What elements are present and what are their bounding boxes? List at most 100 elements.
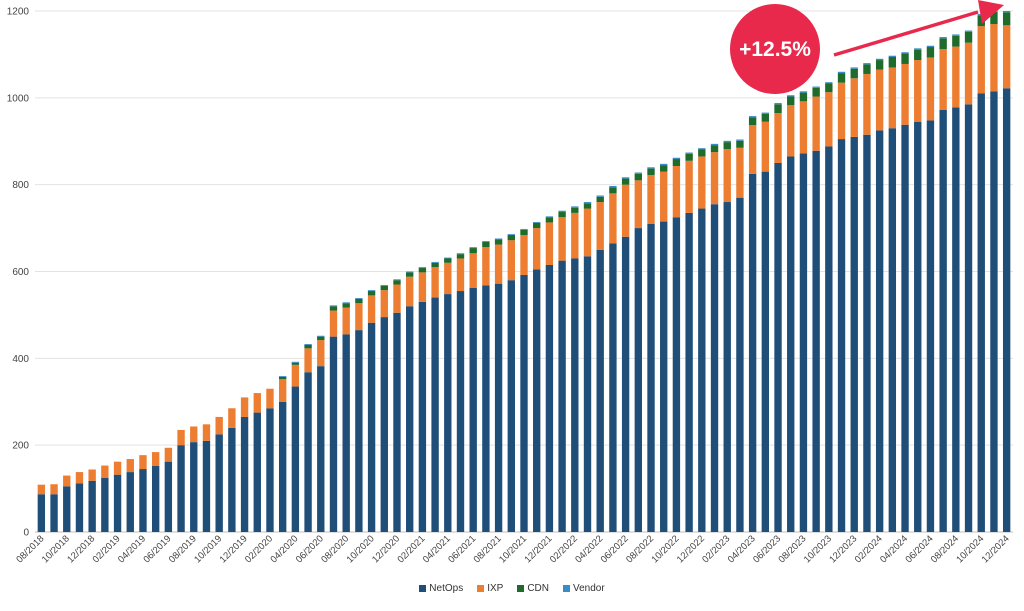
bar-vendor	[355, 297, 363, 299]
bar-vendor	[825, 82, 833, 84]
legend-label: NetOps	[429, 583, 464, 594]
legend-item-cdn: CDN	[517, 583, 549, 594]
bar-ixp	[596, 202, 604, 250]
bar-ixp	[520, 235, 528, 275]
bar-netops	[825, 146, 833, 532]
bar-ixp	[240, 397, 249, 417]
bar-cdn	[406, 272, 414, 277]
bar-cdn	[914, 49, 922, 61]
bar-cdn	[367, 291, 376, 296]
bar-vendor	[507, 234, 515, 236]
bar-cdn	[748, 117, 757, 126]
bar-ixp	[545, 222, 554, 265]
bar-cdn	[329, 306, 338, 311]
bar-cdn	[660, 165, 668, 172]
bar-netops	[444, 294, 452, 532]
bar-ixp	[672, 166, 681, 218]
bar-vendor	[1002, 11, 1011, 13]
bar-netops	[914, 121, 922, 533]
bar-cdn	[926, 47, 935, 58]
bar-cdn	[609, 187, 617, 194]
bar-ixp	[812, 96, 820, 151]
bar-netops	[431, 297, 439, 532]
bar-netops	[812, 150, 820, 533]
bar-ixp	[507, 240, 515, 281]
bar-cdn	[482, 241, 490, 248]
bar-ixp	[634, 180, 642, 229]
bar-ixp	[977, 26, 985, 94]
bar-ixp	[723, 149, 731, 203]
bar-cdn	[977, 15, 985, 27]
bar-ixp	[698, 156, 706, 209]
bar-netops	[964, 104, 973, 532]
bar-netops	[164, 461, 173, 532]
bar-ixp	[825, 92, 833, 147]
bar-netops	[571, 258, 579, 532]
legend-swatch	[517, 585, 525, 592]
bar-cdn	[901, 53, 909, 64]
bar-vendor	[837, 71, 846, 74]
bar-vendor	[278, 376, 287, 377]
bar-vendor	[888, 55, 897, 58]
bar-netops	[609, 243, 617, 532]
bar-ixp	[164, 447, 173, 462]
bar-netops	[748, 173, 757, 532]
bar-ixp	[990, 24, 998, 92]
bar-netops	[113, 474, 122, 532]
bar-vendor	[621, 177, 630, 179]
bar-ixp	[431, 267, 439, 298]
chart-legend: NetOps IXP CDN Vendor	[0, 583, 1024, 594]
bar-netops	[482, 285, 490, 532]
bar-cdn	[647, 168, 655, 176]
bar-vendor	[444, 257, 452, 259]
bar-ixp	[444, 262, 452, 295]
bar-ixp	[952, 46, 960, 108]
bar-cdn	[583, 203, 592, 209]
bar-ixp	[202, 424, 211, 441]
bar-cdn	[444, 258, 452, 263]
bar-cdn	[723, 142, 731, 150]
bar-cdn	[621, 178, 630, 185]
bar-vendor	[901, 52, 909, 54]
bar-ixp	[621, 184, 630, 237]
bar-cdn	[710, 145, 719, 153]
y-axis: 0 200 400 600 800 1000 1200	[7, 7, 30, 539]
bar-ixp	[964, 42, 973, 105]
bar-ixp	[278, 379, 287, 402]
bar-netops	[990, 91, 998, 532]
legend-swatch	[477, 585, 485, 592]
bar-netops	[634, 228, 642, 532]
bar-vendor	[609, 185, 617, 188]
bar-ixp	[1002, 25, 1011, 89]
bar-cdn	[825, 83, 833, 93]
bar-ixp	[609, 193, 617, 244]
bar-ixp	[469, 253, 477, 288]
bar-netops	[355, 330, 363, 532]
bar-vendor	[685, 152, 693, 154]
bar-netops	[672, 217, 681, 533]
bar-ixp	[736, 147, 744, 198]
growth-badge-label: +12.5%	[739, 38, 811, 61]
bar-netops	[596, 249, 604, 533]
bar-series	[37, 10, 1011, 533]
bar-ixp	[774, 113, 782, 163]
bar-netops	[977, 93, 985, 533]
bar-vendor	[456, 253, 465, 255]
bar-cdn	[774, 104, 782, 114]
bar-netops	[406, 306, 414, 532]
bar-vendor	[761, 112, 770, 114]
bar-ixp	[482, 247, 490, 286]
bar-ixp	[177, 429, 185, 446]
bar-cdn	[736, 140, 744, 148]
bar-ixp	[914, 60, 922, 122]
bar-ixp	[939, 49, 947, 110]
bar-vendor	[317, 335, 325, 337]
bar-vendor	[406, 271, 414, 273]
bar-netops	[507, 280, 515, 532]
bar-vendor	[926, 45, 935, 48]
bar-cdn	[431, 262, 439, 268]
bar-vendor	[545, 216, 554, 218]
bar-cdn	[761, 113, 770, 122]
